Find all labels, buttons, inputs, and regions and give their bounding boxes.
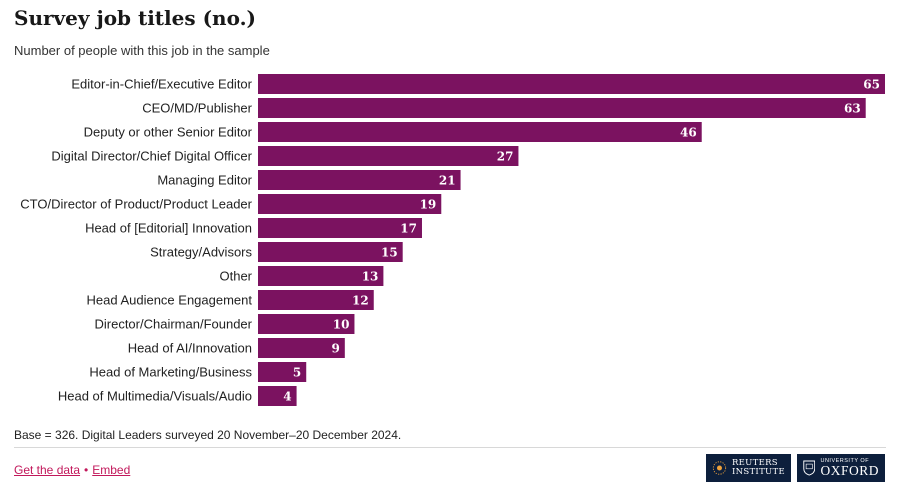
value-label: 9 — [331, 342, 339, 356]
value-label: 27 — [497, 150, 514, 164]
footer-divider — [14, 447, 886, 448]
bar — [258, 338, 345, 358]
reuters-line1: REUTERS — [731, 458, 778, 468]
category-label: Managing Editor — [157, 173, 252, 188]
chart-title: Survey job titles (no.) — [14, 6, 257, 30]
category-label: Head of Marketing/Business — [89, 365, 252, 380]
category-label: Head Audience Engagement — [86, 293, 252, 308]
category-label: Other — [219, 269, 252, 284]
link-separator: • — [84, 463, 89, 477]
chart-subtitle: Number of people with this job in the sa… — [14, 43, 270, 58]
bar — [258, 194, 442, 214]
value-label: 21 — [439, 174, 456, 188]
oxford-text: OXFORD — [820, 463, 879, 478]
reuters-line2: INSTITUTE — [731, 467, 785, 477]
category-label: Head of Multimedia/Visuals/Audio — [58, 389, 252, 404]
bar — [258, 290, 374, 310]
value-label: 65 — [863, 78, 880, 92]
embed-link[interactable]: Embed — [92, 463, 131, 477]
bar — [258, 74, 885, 94]
category-label: CTO/Director of Product/Product Leader — [20, 197, 252, 212]
category-label: Deputy or other Senior Editor — [84, 125, 253, 140]
value-label: 12 — [352, 294, 369, 308]
bar — [258, 218, 422, 238]
globe-icon — [712, 461, 727, 475]
crest-icon — [803, 460, 816, 476]
value-label: 15 — [381, 246, 398, 260]
value-label: 46 — [680, 126, 697, 140]
chart-note: Base = 326. Digital Leaders surveyed 20 … — [14, 428, 402, 442]
get-the-data-link[interactable]: Get the data — [14, 463, 81, 477]
category-label: CEO/MD/Publisher — [142, 101, 252, 116]
bar — [258, 266, 384, 286]
category-label: Head of [Editorial] Innovation — [85, 221, 252, 236]
bar-chart: Editor-in-Chief/Executive Editor 65 CEO/MD… — [20, 74, 885, 406]
bar — [258, 242, 403, 262]
bar — [258, 98, 866, 118]
reuters-institute-logo[interactable]: REUTERS INSTITUTE — [706, 454, 791, 482]
oxford-small-text: UNIVERSITY OF — [820, 457, 870, 464]
value-label: 17 — [400, 222, 417, 236]
value-label: 13 — [362, 270, 379, 284]
category-label: Strategy/Advisors — [150, 245, 252, 260]
value-label: 5 — [293, 366, 301, 380]
bar — [258, 146, 519, 166]
category-label: Editor-in-Chief/Executive Editor — [71, 77, 252, 92]
bar — [258, 122, 702, 142]
university-of-oxford-logo[interactable]: UNIVERSITY OF OXFORD — [797, 454, 885, 482]
bar — [258, 314, 355, 334]
bar — [258, 170, 461, 190]
category-label: Director/Chairman/Founder — [94, 317, 252, 332]
value-label: 4 — [283, 390, 291, 404]
value-label: 10 — [333, 318, 350, 332]
category-label: Head of AI/Innovation — [128, 341, 252, 356]
footer-links: Get the data • Embed — [14, 463, 130, 477]
value-label: 19 — [420, 198, 437, 212]
bar — [258, 362, 307, 382]
value-label: 63 — [844, 102, 861, 116]
category-label: Digital Director/Chief Digital Officer — [51, 149, 252, 164]
bar — [258, 386, 297, 406]
